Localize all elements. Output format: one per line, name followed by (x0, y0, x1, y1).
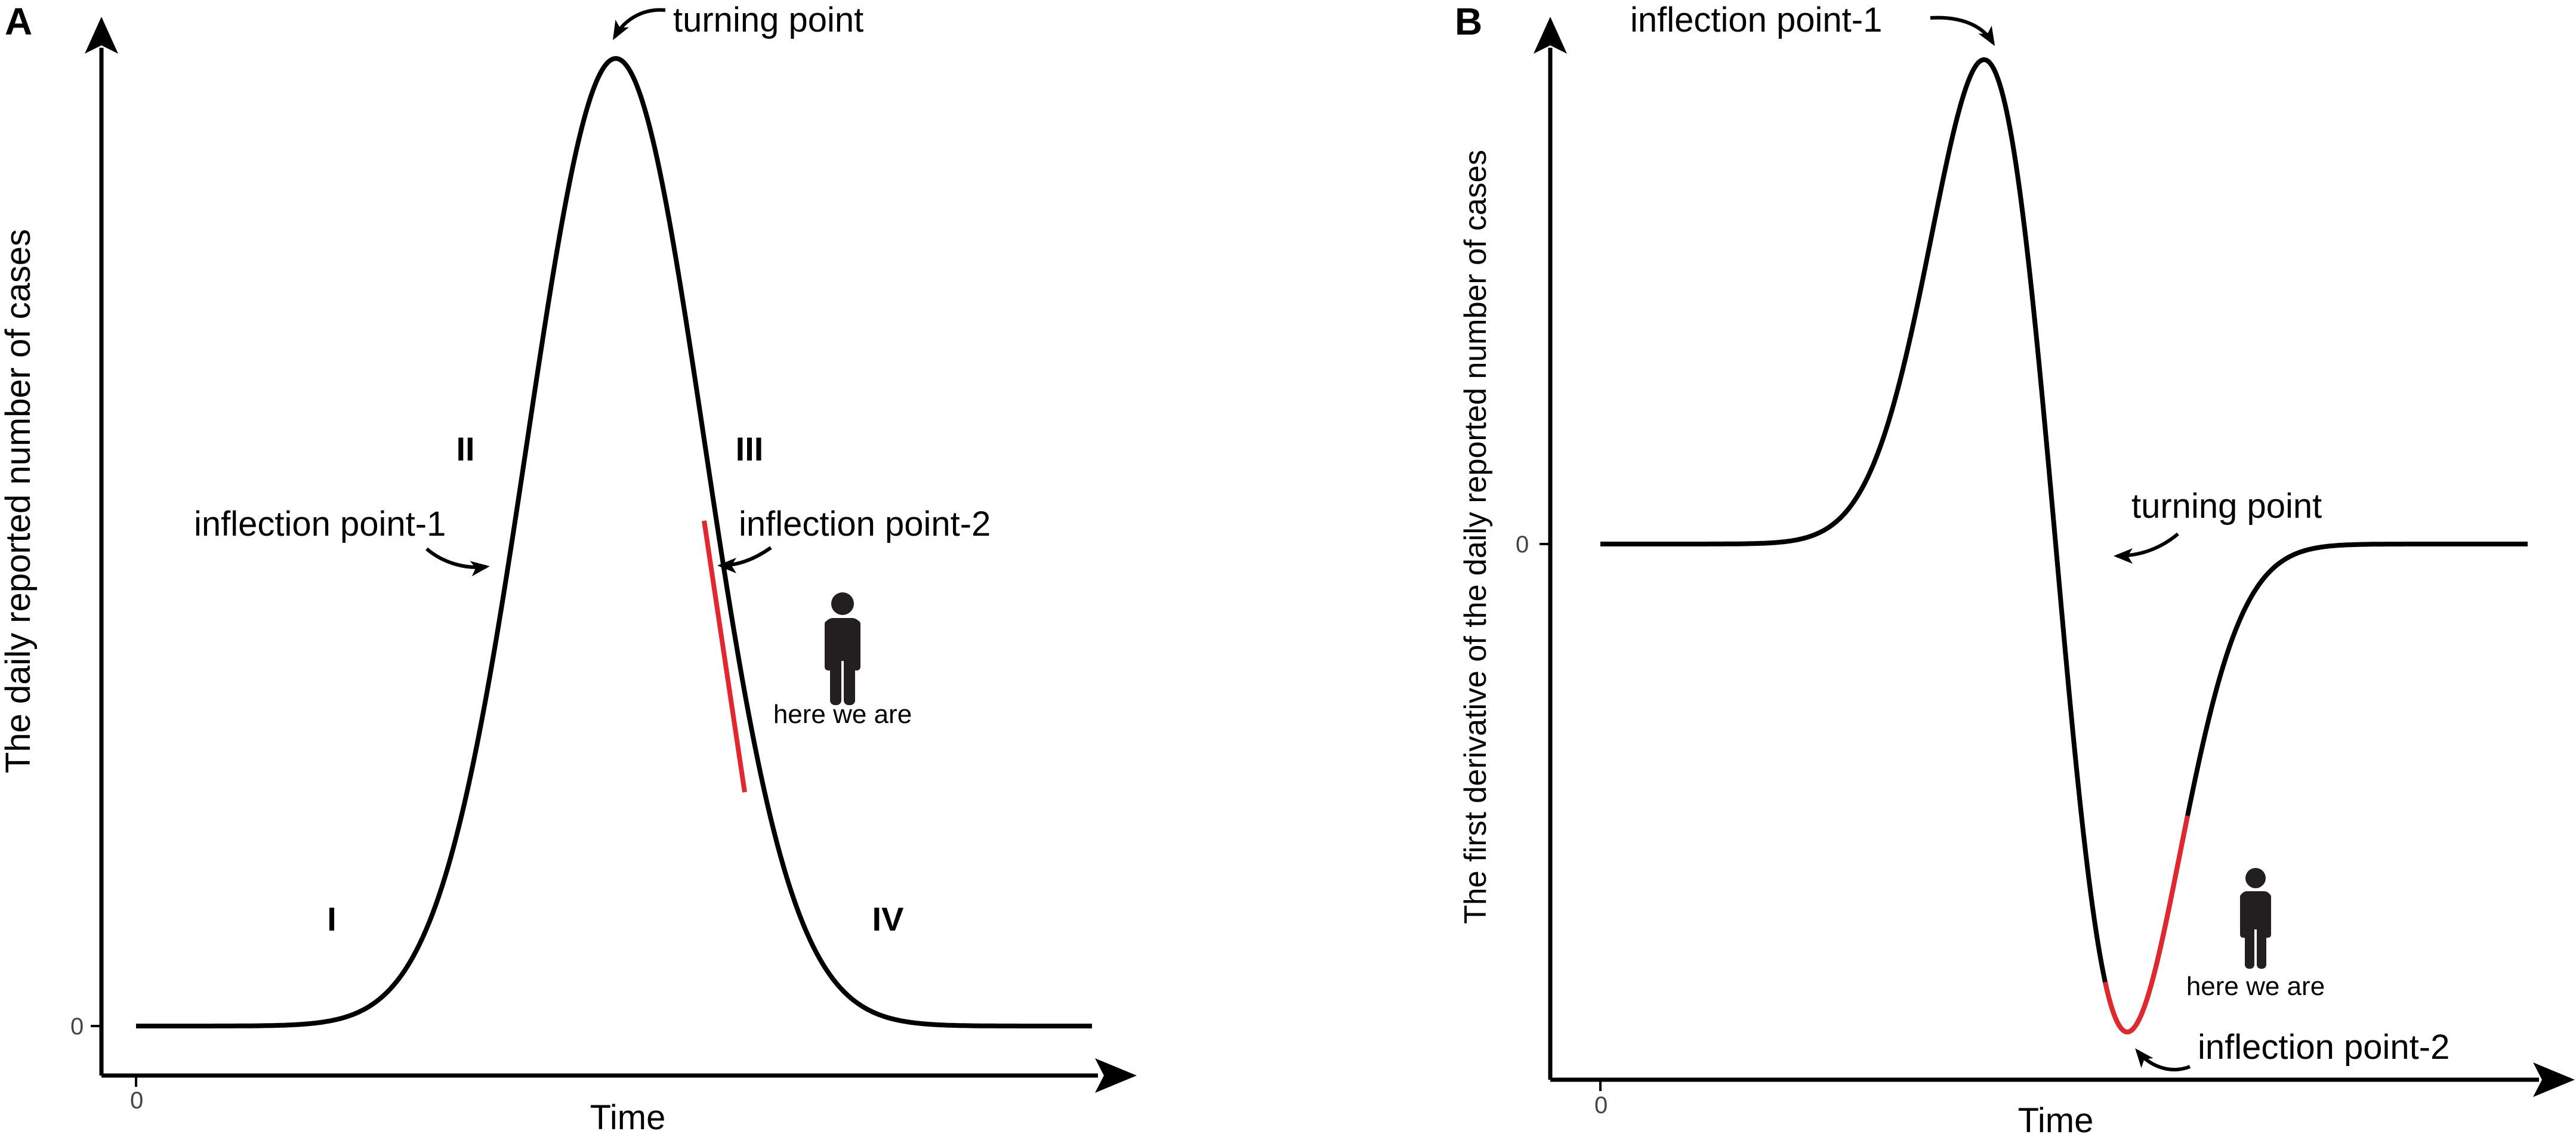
panel-a-letter: A (5, 0, 32, 43)
panel-b-y-label: The first derivative of the daily report… (1458, 150, 1493, 924)
stage-iv: IV (872, 900, 904, 938)
stage-ii: II (456, 430, 474, 468)
panel-a-inflection-1-arrow-icon (425, 547, 490, 577)
panel-b-here-we-are-label: here we are (2186, 972, 2325, 1001)
panel-b: B 0 0 Time The first derivative of the d… (1455, 0, 2575, 1134)
panel-b-derivative-curve (1600, 57, 2528, 1034)
panel-b-x-axis-arrowhead-icon (2533, 1062, 2575, 1097)
panel-a-turning-point-label: turning point (673, 1, 863, 39)
panel-a-epidemic-curve (135, 56, 1093, 1028)
panel-b-letter: B (1455, 0, 1482, 43)
stage-i: I (327, 900, 337, 938)
panel-a-person-icon (825, 592, 860, 705)
panel-b-x-label: Time (2018, 1101, 2094, 1134)
panel-a-y-label: The daily reported number of cases (0, 229, 38, 773)
panel-b-x-origin-tick: 0 (1594, 1092, 1608, 1118)
panel-a-x-axis-arrowhead-icon (1095, 1058, 1137, 1093)
panel-a-here-we-are-label: here we are (773, 700, 912, 729)
panel-b-turning-point-arrow-icon (2114, 532, 2179, 564)
panel-b-y-axis-arrowhead-icon (1534, 17, 1567, 54)
panel-b-inflection-1-label: inflection point-1 (1630, 1, 1882, 39)
panel-b-trough-highlight (2103, 815, 2190, 1034)
panel-a-inflection-2-label: inflection point-2 (739, 505, 991, 543)
panel-a-inflection-1-label: inflection point-1 (194, 505, 446, 543)
panel-a-inflection-2-arrow-icon (717, 546, 772, 573)
panel-a-turning-point-arrow-icon (613, 8, 666, 41)
panel-a-x-origin-tick: 0 (130, 1087, 143, 1114)
panel-b-turning-point-label: turning point (2131, 487, 2322, 526)
stage-iii: III (736, 430, 764, 468)
panel-a-x-label: Time (590, 1098, 666, 1134)
panel-b-y-zero-tick: 0 (1516, 532, 1529, 558)
panel-a: A 0 0 Time The daily reported number of … (0, 0, 1137, 1134)
panel-b-inflection-2-arrow-icon (2135, 1048, 2191, 1071)
panel-b-inflection-1-arrow-icon (1930, 16, 1995, 47)
panel-b-inflection-2-label: inflection point-2 (2198, 1028, 2449, 1067)
panel-b-person-icon (2240, 868, 2271, 969)
panel-a-tangent-line (702, 520, 747, 793)
panel-a-y-origin-tick: 0 (70, 1014, 84, 1040)
panel-a-y-axis-arrowhead-icon (85, 17, 118, 54)
